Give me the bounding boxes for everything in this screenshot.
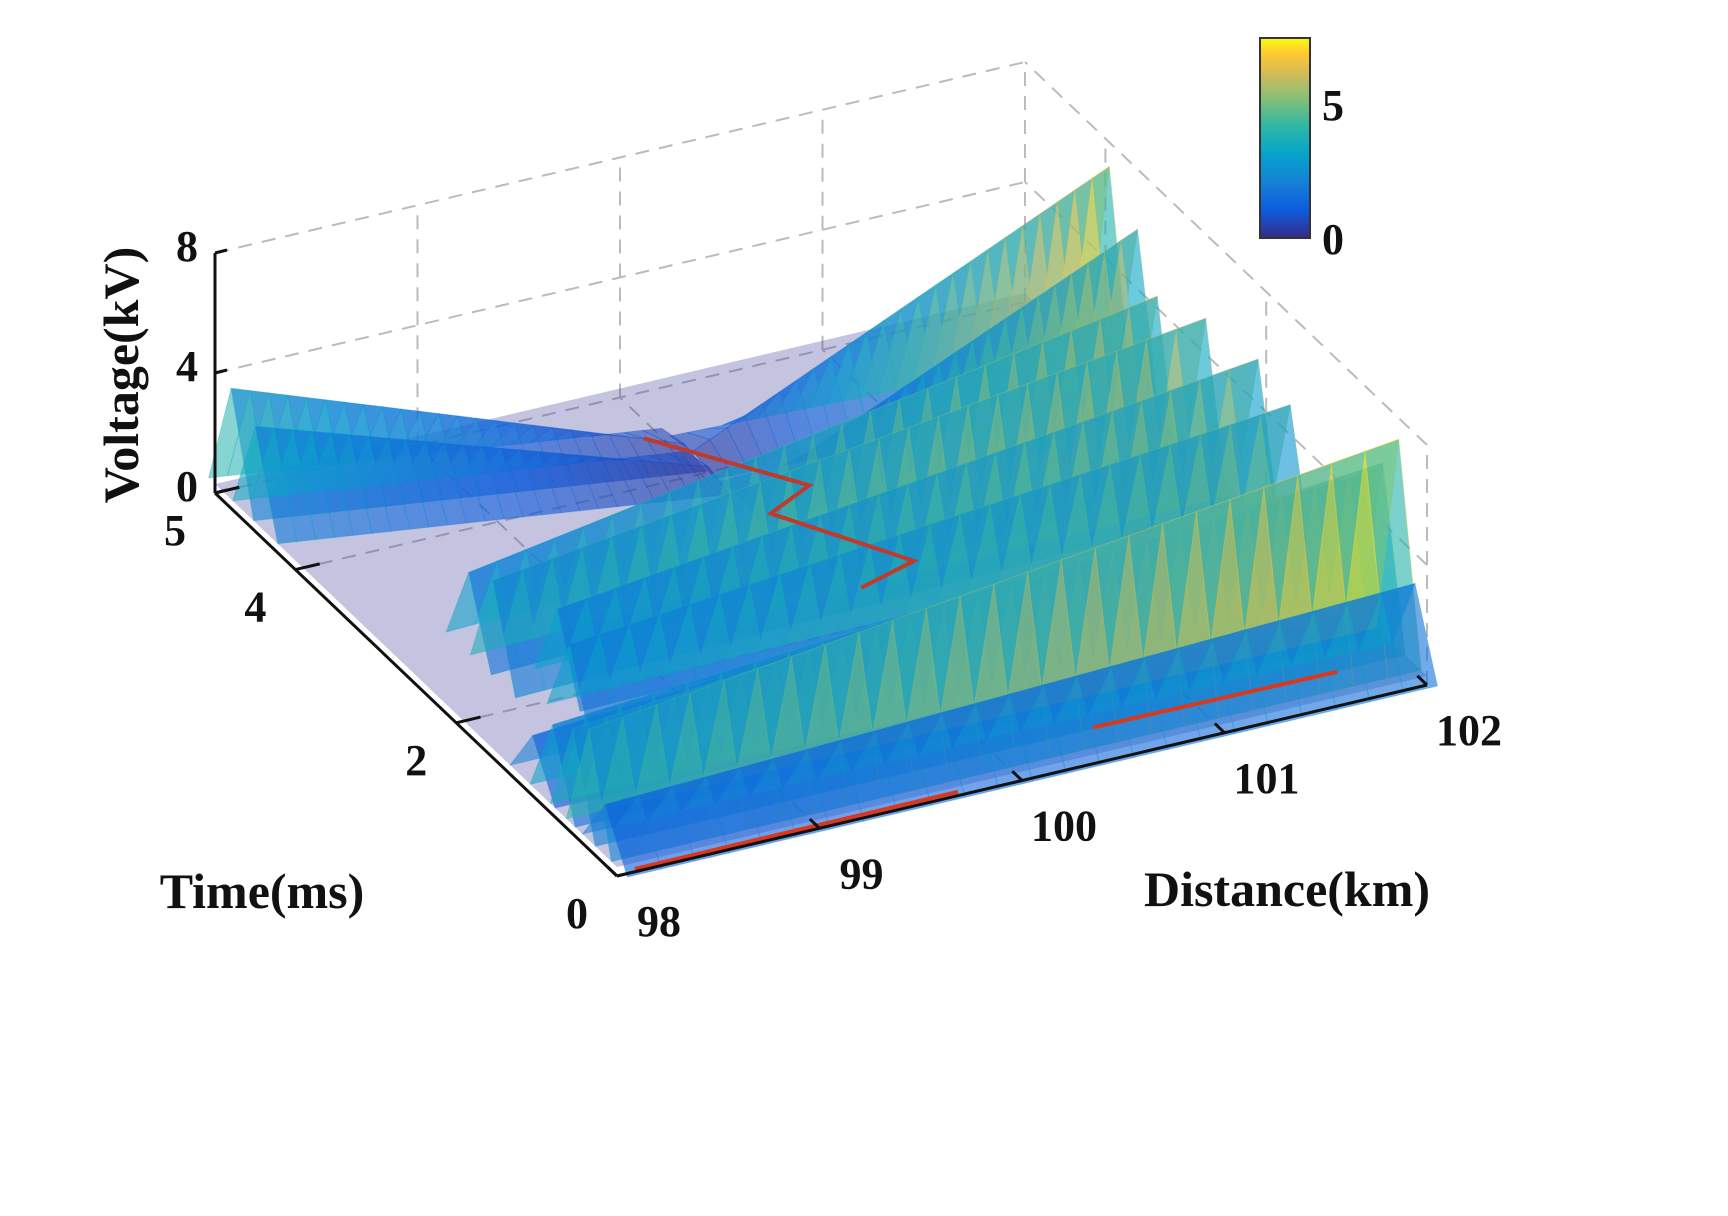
x-tick-label: 101 bbox=[1234, 754, 1300, 803]
x-tick bbox=[808, 817, 821, 830]
ridge-front-face bbox=[1380, 582, 1439, 695]
x-tick bbox=[1416, 674, 1429, 687]
x-tick-label: 100 bbox=[1031, 802, 1097, 851]
x-tick bbox=[1213, 722, 1226, 734]
grid-line bbox=[214, 181, 1026, 374]
x-tick bbox=[606, 865, 619, 878]
surface bbox=[207, 165, 1439, 878]
y-tick-label: 4 bbox=[244, 583, 266, 632]
grid-line bbox=[214, 61, 1026, 254]
y-tick bbox=[295, 562, 321, 572]
surface-ridge bbox=[581, 582, 1439, 878]
y-tick bbox=[455, 715, 481, 725]
colorbar: 5 0 bbox=[1259, 37, 1344, 264]
z-tick-label: 4 bbox=[176, 342, 198, 391]
fault-trace bbox=[634, 789, 959, 871]
z-axis-label: Voltage(kV) bbox=[93, 247, 149, 503]
z-tick-label: 0 bbox=[176, 462, 198, 511]
z-tick bbox=[214, 488, 228, 495]
fault-traces bbox=[634, 436, 1338, 871]
z-tick-label: 8 bbox=[176, 222, 198, 271]
y-axis-line bbox=[213, 491, 619, 878]
z-tick bbox=[214, 248, 228, 255]
fault-trace bbox=[1092, 669, 1338, 730]
x-tick bbox=[1011, 770, 1024, 782]
x-tick-label: 102 bbox=[1436, 706, 1502, 755]
surface-ridge bbox=[231, 425, 732, 545]
fault-trace bbox=[643, 436, 920, 590]
colorbar-gradient bbox=[1259, 37, 1311, 239]
axes bbox=[213, 248, 1429, 878]
colorbar-tick-label: 0 bbox=[1322, 215, 1344, 264]
y-axis-label: Time(ms) bbox=[160, 863, 365, 919]
y-tick bbox=[616, 868, 642, 878]
y-tick-label: 0 bbox=[566, 889, 588, 938]
grid-line bbox=[1024, 61, 1428, 446]
z-tick bbox=[214, 368, 228, 375]
y-tick-label: 2 bbox=[405, 736, 427, 785]
colorbar-tick-label: 5 bbox=[1322, 81, 1344, 130]
y-tick-label: 5 bbox=[164, 506, 186, 555]
x-axis-label: Distance(km) bbox=[1144, 861, 1430, 917]
x-tick-label: 99 bbox=[840, 849, 884, 898]
x-tick-label: 98 bbox=[637, 897, 681, 946]
